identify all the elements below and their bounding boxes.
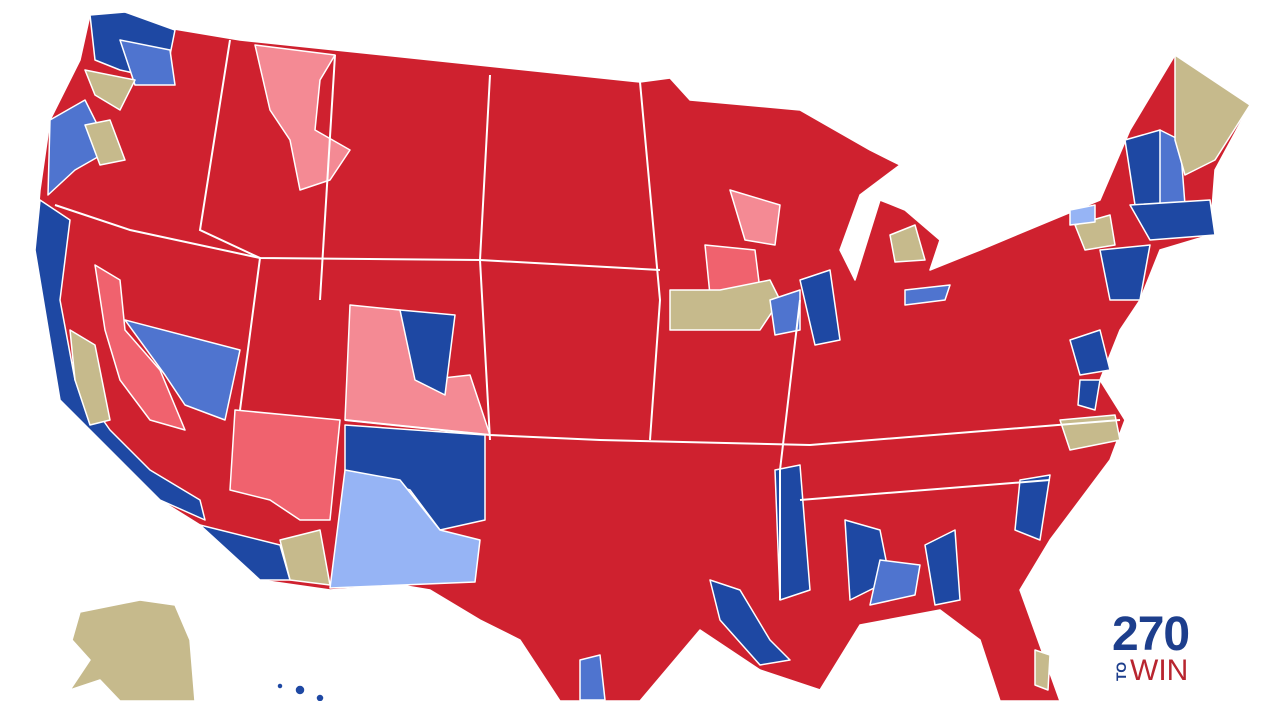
district-blue bbox=[1014, 474, 1051, 541]
district-lightblue bbox=[904, 284, 951, 306]
district-pink bbox=[94, 264, 186, 431]
district-blue bbox=[1069, 329, 1111, 376]
district-blue bbox=[799, 269, 841, 346]
district-lightblue bbox=[329, 469, 481, 589]
district-pink bbox=[229, 409, 341, 521]
logo: 270 TO WIN bbox=[1112, 608, 1190, 687]
district-lightblue bbox=[579, 654, 606, 701]
logo-to: TO bbox=[1113, 662, 1129, 681]
map-shapes bbox=[34, 11, 1251, 701]
state-border bbox=[779, 299, 801, 600]
state-border bbox=[799, 479, 1051, 501]
state-border bbox=[344, 419, 1121, 447]
state-border bbox=[639, 81, 662, 441]
hawaii bbox=[294, 684, 306, 696]
alaska bbox=[69, 599, 196, 701]
district-blue bbox=[399, 309, 456, 396]
district-blue bbox=[1129, 199, 1216, 241]
district-tan bbox=[84, 69, 136, 111]
district-pink bbox=[254, 44, 351, 191]
district-blue bbox=[34, 199, 206, 521]
district-lightblue bbox=[1069, 204, 1096, 226]
district-lightblue bbox=[119, 39, 176, 86]
district-tan bbox=[1034, 649, 1051, 691]
state-borders bbox=[54, 39, 1121, 600]
hawaii bbox=[276, 682, 284, 690]
hawaii bbox=[315, 693, 325, 701]
district-lightblue bbox=[869, 559, 921, 606]
district-blue bbox=[1099, 244, 1151, 301]
district-tan bbox=[84, 119, 126, 166]
state-border bbox=[198, 39, 262, 411]
district-tan bbox=[889, 224, 926, 263]
district-tan bbox=[69, 329, 111, 426]
district-lightblue bbox=[769, 289, 801, 336]
district-blue bbox=[709, 579, 791, 666]
district-lightblue bbox=[124, 319, 241, 421]
state-border bbox=[319, 54, 336, 301]
district-blue bbox=[1077, 379, 1101, 411]
district-blue bbox=[199, 524, 291, 581]
state-border bbox=[478, 74, 491, 441]
logo-win: WIN bbox=[1130, 654, 1188, 687]
district-pink bbox=[729, 189, 781, 246]
logo-number: 270 bbox=[1112, 608, 1189, 661]
district-blue bbox=[774, 464, 811, 601]
district-tan bbox=[1174, 54, 1251, 176]
district-blue bbox=[924, 529, 961, 606]
